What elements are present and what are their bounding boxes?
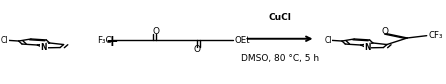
Text: O: O xyxy=(381,27,388,36)
Text: Cl: Cl xyxy=(1,36,8,45)
Text: O: O xyxy=(193,45,200,54)
Text: CuCl: CuCl xyxy=(269,13,292,22)
Text: N: N xyxy=(41,43,47,52)
Text: CF₃: CF₃ xyxy=(429,31,443,40)
Text: +: + xyxy=(106,35,119,49)
Text: N: N xyxy=(364,43,371,52)
Text: Cl: Cl xyxy=(324,36,332,45)
Text: OEt: OEt xyxy=(235,36,250,45)
Text: DMSO, 80 °C, 5 h: DMSO, 80 °C, 5 h xyxy=(241,54,319,63)
Text: F₃C: F₃C xyxy=(97,36,111,45)
Text: O: O xyxy=(153,27,159,36)
